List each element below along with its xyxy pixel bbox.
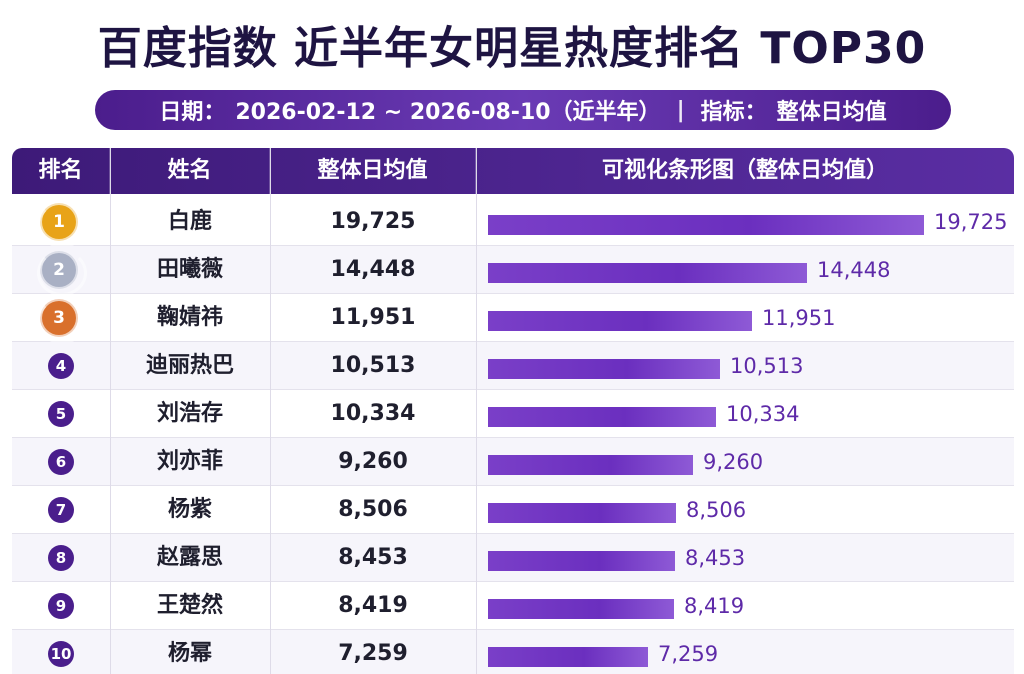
column-divider [110, 148, 111, 674]
bar-value-label: 19,725 [934, 210, 1008, 234]
bar-value-label: 11,951 [762, 306, 836, 330]
rank-badge: 10 [48, 641, 74, 667]
column-divider [270, 148, 271, 674]
name-cell: 王楚然 [156, 593, 223, 618]
table-row: 5 刘浩存 10,334 10,334 [12, 390, 1014, 438]
name-cell: 杨幂 [167, 641, 212, 666]
value-cell: 10,334 [330, 401, 416, 426]
bar [488, 311, 752, 331]
table-row: 3 鞠婧祎 11,951 11,951 [12, 294, 1014, 344]
value-cell: 8,506 [338, 497, 408, 522]
bar-value-label: 8,453 [685, 546, 746, 570]
banner-separator: | [676, 97, 685, 123]
value-cell: 7,259 [338, 641, 408, 666]
column-header-bar-chart: 可视化条形图（整体日均值） [601, 158, 888, 183]
bar [488, 359, 720, 379]
rank-cell: 8 [12, 534, 110, 582]
column-divider [476, 148, 477, 674]
value-cell: 19,725 [330, 209, 416, 234]
bar [488, 503, 676, 523]
bar-cell: 7,259 [476, 630, 1014, 674]
metric-label: 指标： [700, 100, 767, 125]
metric-value: 整体日均值 [776, 100, 887, 125]
bar-cell: 8,419 [476, 582, 1014, 630]
table-row: 4 迪丽热巴 10,513 10,513 [12, 342, 1014, 390]
medal-badge: 2 [37, 250, 87, 296]
bar [488, 407, 716, 427]
rank-cell: 2 [12, 246, 110, 296]
ranking-table: 排名 姓名 整体日均值 可视化条形图（整体日均值） 1 白鹿 19,725 19,72… [12, 148, 1014, 674]
value-cell: 9,260 [338, 449, 408, 474]
value-cell: 8,419 [338, 593, 408, 618]
value-cell: 10,513 [330, 353, 416, 378]
rank-cell: 1 [12, 198, 110, 248]
bar-cell: 8,506 [476, 486, 1014, 534]
rank-badge: 8 [48, 545, 74, 571]
name-cell: 杨紫 [167, 497, 212, 522]
table-row: 1 白鹿 19,725 19,725 [12, 198, 1014, 248]
bar-value-label: 7,259 [658, 642, 719, 666]
rank-cell: 10 [12, 630, 110, 674]
date-range: 2026-02-12 ~ 2026-08-10（近半年） [235, 100, 661, 125]
rank-cell: 7 [12, 486, 110, 534]
bar [488, 263, 807, 283]
bar [488, 599, 674, 619]
table-row: 2 田曦薇 14,448 14,448 [12, 246, 1014, 296]
bar [488, 551, 675, 571]
rank-badge: 7 [48, 497, 74, 523]
page-title: 百度指数 近半年女明星热度排名 TOP30 [97, 23, 927, 74]
bar-cell: 9,260 [476, 438, 1014, 486]
bar-cell: 8,453 [476, 534, 1014, 582]
date-label: 日期： [159, 100, 226, 125]
bar-cell: 11,951 [476, 294, 1014, 342]
rank-badge: 4 [48, 353, 74, 379]
bar-cell: 14,448 [476, 246, 1014, 294]
bar [488, 647, 648, 667]
column-header-rank: 排名 [12, 148, 110, 194]
rank-badge: 5 [48, 401, 74, 427]
date-metric-banner: 日期： 2026-02-12 ~ 2026-08-10（近半年） | 指标： 整… [95, 90, 951, 130]
rank-cell: 5 [12, 390, 110, 438]
bar-cell: 10,513 [476, 342, 1014, 390]
bar-value-label: 8,506 [686, 498, 747, 522]
bar-value-label: 10,334 [726, 402, 800, 426]
name-cell: 刘亦菲 [156, 449, 223, 474]
name-cell: 刘浩存 [156, 401, 223, 426]
bar-value-label: 9,260 [703, 450, 764, 474]
table-row: 6 刘亦菲 9,260 9,260 [12, 438, 1014, 486]
name-cell: 田曦薇 [156, 257, 223, 282]
medal-badge: 1 [37, 202, 87, 248]
rank-cell: 3 [12, 294, 110, 344]
medal-badge: 3 [37, 298, 87, 344]
rank-cell: 9 [12, 582, 110, 630]
name-cell: 迪丽热巴 [145, 353, 234, 378]
bar [488, 455, 693, 475]
column-header-value: 整体日均值 [270, 148, 476, 194]
bar-cell: 10,334 [476, 390, 1014, 438]
bar [488, 215, 924, 235]
bar-cell: 19,725 [476, 198, 1014, 246]
rank-cell: 4 [12, 342, 110, 390]
name-cell: 赵露思 [156, 545, 223, 570]
bar-value-label: 8,419 [684, 594, 745, 618]
table-header: 排名 姓名 整体日均值 可视化条形图（整体日均值） [12, 148, 1014, 194]
table-row: 10 杨幂 7,259 7,259 [12, 630, 1014, 674]
table-row: 9 王楚然 8,419 8,419 [12, 582, 1014, 630]
rank-cell: 6 [12, 438, 110, 486]
table-row: 8 赵露思 8,453 8,453 [12, 534, 1014, 582]
rank-badge: 6 [48, 449, 74, 475]
value-cell: 8,453 [338, 545, 408, 570]
name-cell: 白鹿 [167, 209, 212, 234]
value-cell: 14,448 [330, 257, 416, 282]
bar-value-label: 10,513 [730, 354, 804, 378]
name-cell: 鞠婧祎 [156, 305, 223, 330]
value-cell: 11,951 [330, 305, 416, 330]
rank-badge: 9 [48, 593, 74, 619]
column-header-name: 姓名 [110, 148, 270, 194]
table-row: 7 杨紫 8,506 8,506 [12, 486, 1014, 534]
bar-value-label: 14,448 [817, 258, 891, 282]
